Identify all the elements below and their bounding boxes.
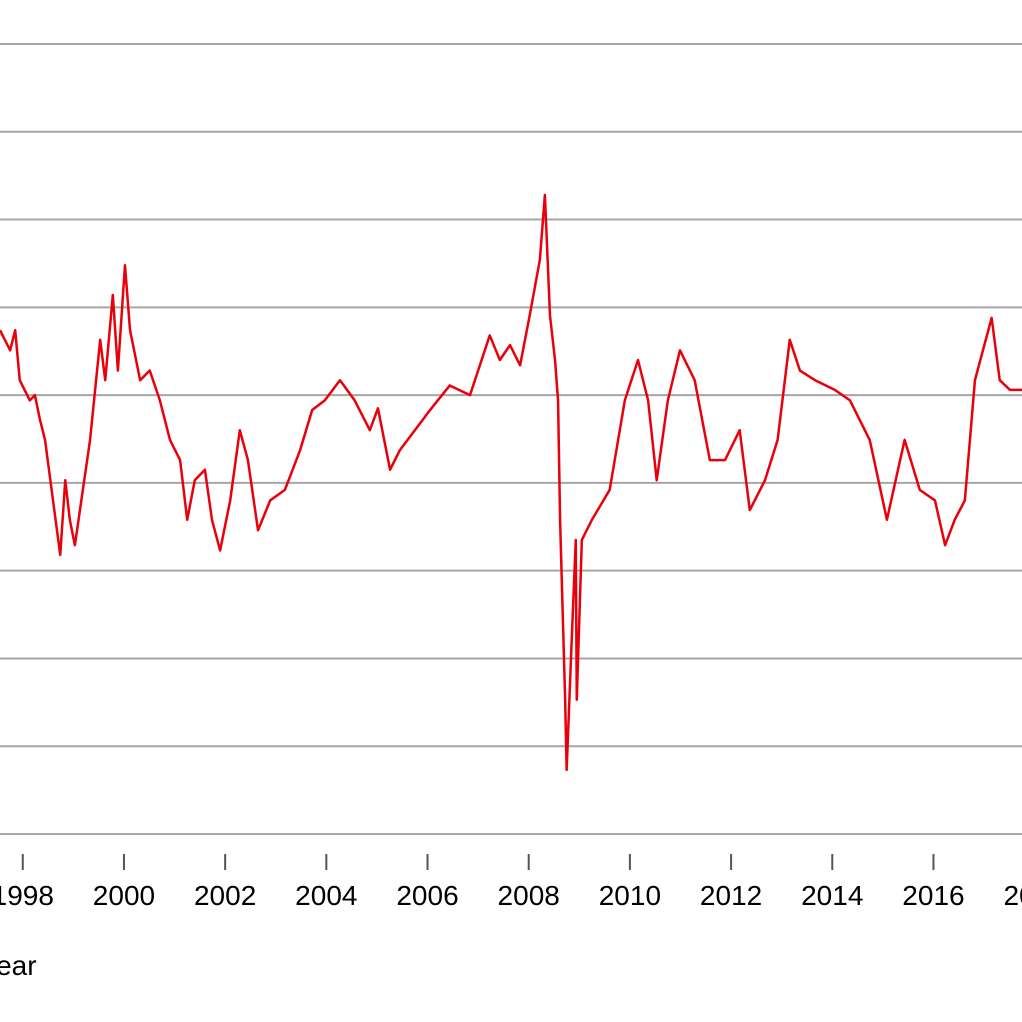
x-axis-title: Year bbox=[0, 950, 37, 981]
x-tick-label: 2002 bbox=[194, 880, 256, 911]
x-tick-label: 2014 bbox=[801, 880, 863, 911]
data-line bbox=[0, 193, 1022, 772]
x-tick-label: 1998 bbox=[0, 880, 54, 911]
x-tick-label: 2010 bbox=[599, 880, 661, 911]
x-tick-label: 2016 bbox=[902, 880, 964, 911]
x-tick-label: 2012 bbox=[700, 880, 762, 911]
x-tick-label: 2008 bbox=[498, 880, 560, 911]
x-tick-label: 2018 bbox=[1004, 880, 1022, 911]
x-tick-label: 2000 bbox=[93, 880, 155, 911]
x-tick-label: 2004 bbox=[295, 880, 357, 911]
x-tick-label: 2006 bbox=[396, 880, 458, 911]
